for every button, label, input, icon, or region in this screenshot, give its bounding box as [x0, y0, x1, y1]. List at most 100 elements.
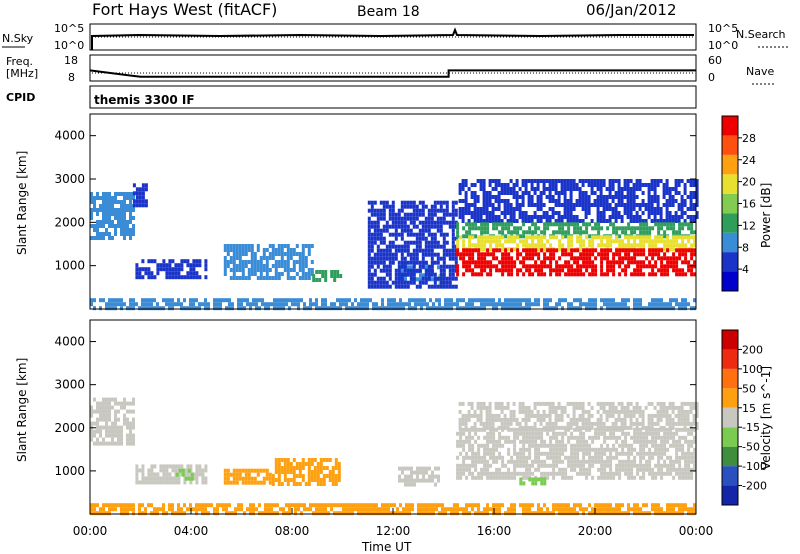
velocity-cell: [331, 478, 335, 482]
power-cell: [687, 248, 691, 253]
nsearch-tick-top: 10^5: [708, 22, 738, 35]
power-cell: [585, 248, 589, 253]
power-cell: [409, 268, 413, 273]
power-cell: [569, 203, 573, 207]
power-cell: [102, 216, 105, 220]
power-cell: [674, 187, 678, 191]
power-cell: [630, 260, 634, 265]
power-cell: [111, 306, 114, 311]
velocity-cell: [195, 507, 198, 512]
power-cell: [633, 226, 637, 231]
power-cell: [663, 243, 667, 248]
velocity-cell: [201, 503, 204, 508]
velocity-cell: [162, 511, 165, 516]
velocity-cell: [313, 466, 317, 470]
velocity-cell: [639, 443, 643, 448]
velocity-cell: [111, 397, 114, 402]
power-cell: [295, 244, 299, 248]
power-cell: [379, 200, 383, 205]
velocity-cell: [117, 437, 120, 442]
power-cell: [518, 187, 522, 191]
power-cell: [259, 268, 263, 272]
power-cell: [665, 179, 669, 183]
power-cell: [268, 252, 272, 256]
velocity-cell: [561, 467, 565, 472]
power-cell: [394, 268, 398, 273]
power-cell: [633, 230, 637, 235]
power-cell: [669, 298, 672, 303]
power-cell: [451, 268, 455, 273]
power-cell: [570, 306, 573, 311]
power-cell: [301, 244, 305, 248]
velocity-cell: [630, 471, 634, 476]
velocity-cell: [483, 447, 487, 452]
velocity-cell: [581, 401, 585, 406]
velocity-cell: [543, 503, 546, 508]
velocity-cell: [642, 439, 646, 444]
power-cell: [567, 272, 571, 277]
velocity-cell: [662, 401, 666, 406]
power-cell: [403, 212, 407, 217]
velocity-cell: [605, 413, 609, 418]
power-cell: [415, 236, 419, 241]
velocity-cell: [244, 472, 248, 477]
power-cell: [477, 298, 480, 303]
velocity-cell: [536, 417, 540, 422]
velocity-cell: [690, 467, 694, 472]
velocity-cell: [534, 459, 538, 464]
velocity-cell: [666, 439, 670, 444]
power-cell: [594, 272, 598, 277]
velocity-cell: [328, 474, 332, 478]
velocity-cell: [594, 503, 597, 508]
power-cell: [554, 183, 558, 187]
velocity-cell: [285, 511, 288, 516]
power-cell: [307, 276, 311, 280]
power-cell: [557, 195, 561, 199]
velocity-cell: [588, 471, 592, 476]
velocity-cell: [524, 425, 528, 430]
velocity-cell: [623, 425, 627, 430]
power-cell: [611, 207, 615, 211]
power-cell: [394, 256, 398, 261]
power-cell: [129, 196, 132, 200]
power-cell: [216, 302, 219, 307]
power-cell: [627, 248, 631, 253]
power-cell: [575, 215, 579, 219]
velocity-cell: [551, 405, 555, 410]
power-cell: [528, 264, 532, 269]
velocity-cell: [654, 475, 658, 480]
power-cell: [271, 256, 275, 260]
velocity-cell: [108, 413, 111, 418]
velocity-cell: [434, 466, 437, 471]
velocity-cell: [387, 511, 390, 516]
power-cell: [458, 191, 462, 195]
power-cell: [669, 226, 673, 231]
power-cell: [597, 222, 601, 227]
velocity-cell: [506, 401, 510, 406]
velocity-cell: [111, 405, 114, 410]
velocity-cell: [494, 413, 498, 418]
velocity-cell: [102, 507, 105, 512]
velocity-cell: [425, 478, 428, 483]
power-cell: [382, 284, 386, 289]
velocity-cell: [255, 507, 258, 512]
power-cell: [424, 276, 428, 281]
power-cell: [561, 264, 565, 269]
power-cell: [684, 298, 687, 303]
velocity-cell: [566, 425, 570, 430]
velocity-cell: [286, 482, 290, 486]
velocity-cell: [573, 443, 577, 448]
power-cell: [483, 264, 487, 269]
velocity-cell: [504, 471, 508, 476]
power-cell: [301, 268, 305, 272]
velocity-cell: [555, 447, 559, 452]
power-cell: [675, 260, 679, 265]
power-cell: [370, 204, 374, 209]
power-cell: [495, 302, 498, 307]
power-cell: [573, 298, 576, 303]
velocity-cell: [476, 401, 480, 406]
velocity-cell: [546, 475, 550, 480]
velocity-cell: [476, 413, 480, 418]
power-cell: [669, 264, 673, 269]
velocity-cell: [111, 425, 114, 430]
